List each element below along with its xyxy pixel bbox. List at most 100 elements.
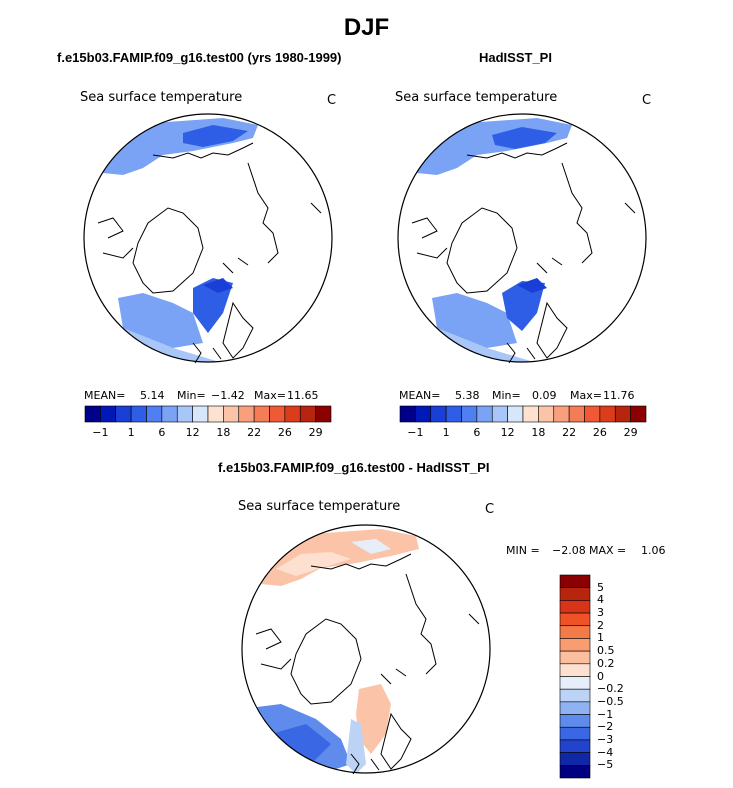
panel3-colorbar-tick-label: 0.2: [597, 656, 615, 670]
panel1-colorbar-box: [176, 405, 193, 423]
panel3-colorbar-tick-label: −4: [597, 745, 614, 759]
panel3-units: C: [485, 502, 495, 517]
panel2-min-value: 0.09: [532, 389, 557, 402]
panel3-colorbar-box: [559, 600, 591, 614]
panel3-coast-europe: [350, 753, 380, 775]
panel1-coast-europe: [192, 342, 222, 364]
panel2-colorbar-tick-label: 12: [500, 426, 515, 439]
panel1-colorbar-box: [223, 405, 240, 423]
panel1-colorbar-ticks: −1 1 6 12 18 22 26 29: [85, 426, 331, 440]
panel3-colorbar-tick-label: −2: [597, 720, 614, 734]
panel3-colorbar-box: [559, 574, 591, 588]
panel2-colorbar-tick-label: −1: [407, 426, 424, 439]
panel2-colorbar-box: [522, 405, 539, 423]
panel3-colorbar-box: [559, 638, 591, 652]
panel3-colorbar-box: [559, 625, 591, 639]
panel2-colorbar-box: [568, 405, 585, 423]
panel1-colorbar-box: [253, 405, 270, 423]
panel2-colorbar-tick-label: 22: [562, 426, 577, 439]
panel2-coast-kamchatka: [624, 202, 636, 214]
panel2-colorbar-box: [445, 405, 462, 423]
panel1-colorbar-box: [146, 405, 163, 423]
panel1-colorbar-box: [192, 405, 209, 423]
panel1-colorbar-tick-label: 22: [247, 426, 262, 439]
panel3-colorbar-box: [559, 650, 591, 665]
panel2-coast-canada: [411, 217, 448, 259]
panel3-colorbar-box: [559, 714, 591, 728]
panel3-colorbar-box: [559, 663, 591, 677]
panel2-coast-svalbard: [536, 257, 563, 274]
panel3-diff-bering: [351, 539, 391, 554]
panel3-colorbar-box: [559, 587, 591, 601]
panel1-colorbar: [84, 405, 332, 423]
panel3-colorbar-tick-label: 5: [597, 580, 604, 594]
panel2-title: HadISST_PI: [479, 50, 552, 65]
panel1-colorbar-box: [84, 405, 101, 423]
panel2-colorbar-box: [476, 405, 493, 423]
panel1-sst-pacific-cold: [183, 125, 248, 147]
panel1-colorbar-box: [130, 405, 147, 423]
panel3-min-value: −2.08: [552, 544, 586, 557]
panel1-min-label: Min=: [177, 389, 206, 402]
panel3-diff-pacific-light: [276, 552, 351, 576]
panel3-diff-norwegian-light: [346, 719, 366, 773]
panel2-max-value: 11.76: [603, 389, 635, 402]
panel2-sst-atlantic: [432, 293, 517, 348]
panel1-colorbar-tick-label: 18: [216, 426, 231, 439]
panel3-colorbar-box: [559, 726, 591, 741]
panel3-polar-map: [241, 524, 491, 775]
panel3-coast-scandinavia: [380, 712, 412, 770]
panel2-max-label: Max=: [570, 389, 602, 402]
panel3-coast-siberia: [405, 573, 437, 675]
panel2-polar-map: [397, 113, 647, 364]
panel2-coast-scandinavia: [536, 301, 568, 359]
panel1-mean-value: 5.14: [140, 389, 165, 402]
panel2-colorbar-box: [461, 405, 478, 423]
panel1-colorbar-tick-label: −1: [92, 426, 109, 439]
panel3-colorbar-tick-label: 2: [597, 618, 604, 632]
panel2-colorbar-tick-label: 6: [473, 426, 481, 439]
panel3-colorbar-tick-label: 3: [597, 606, 604, 620]
panel3-colorbar-tick-label: 1: [597, 631, 604, 645]
panel2-sst-pacific: [417, 118, 572, 175]
panel1-colorbar-tick-label: 12: [185, 426, 200, 439]
panel3-coast-svalbard: [380, 668, 407, 685]
panel2-colorbar-tick-label: 29: [623, 426, 638, 439]
panel2-sst-pacific-cold: [492, 127, 557, 149]
panel3-colorbar-box: [559, 701, 591, 715]
panel1-coast-siberia: [247, 162, 279, 264]
panel3-max-value: 1.06: [641, 544, 666, 557]
panel2-colorbar-box: [538, 405, 555, 423]
panel1-coast-canada: [97, 217, 134, 259]
panel3-colorbar-box: [559, 612, 591, 627]
panel2-colorbar-box: [630, 405, 647, 423]
panel2-subtitle: Sea surface temperature: [395, 90, 558, 105]
panel1-colorbar-tick-label: 29: [308, 426, 323, 439]
panel1-min-value: −1.42: [211, 389, 245, 402]
panel3-title: f.e15b03.FAMIP.f09_g16.test00 - HadISST_…: [218, 460, 490, 475]
panel2-sst-norwegian: [502, 281, 545, 331]
panel3-coast-alaska: [310, 553, 412, 570]
panel1-subtitle: Sea surface temperature: [80, 90, 243, 105]
panel1-colorbar-box: [100, 405, 117, 423]
panel3-colorbar-box: [559, 739, 591, 753]
panel2-coast-siberia: [561, 162, 593, 264]
panel1-coast-greenland: [132, 207, 204, 294]
panel3-colorbar-box: [559, 752, 591, 766]
panel1-colorbar-box: [299, 405, 316, 423]
panel2-colorbar-box: [491, 405, 508, 423]
panel3-colorbar-tick-label: 4: [597, 593, 604, 607]
panel2-colorbar-tick-label: 26: [592, 426, 607, 439]
panel2-colorbar-tick-label: 1: [442, 426, 450, 439]
panel2-coast-greenland: [446, 207, 518, 294]
panel1-coast-kamchatka: [310, 202, 322, 214]
panel1-colorbar-box: [161, 405, 178, 423]
panel2-colorbar-box: [584, 405, 601, 423]
panel2-sst-barents: [517, 278, 547, 293]
panel1-max-label: Max=: [254, 389, 286, 402]
panel2-colorbar-box: [430, 405, 447, 423]
panel2-colorbar: [399, 405, 647, 423]
panel3-subtitle: Sea surface temperature: [238, 499, 401, 514]
panel3-min-label: MIN =: [506, 544, 540, 557]
panel1-sst-barents: [203, 278, 233, 293]
